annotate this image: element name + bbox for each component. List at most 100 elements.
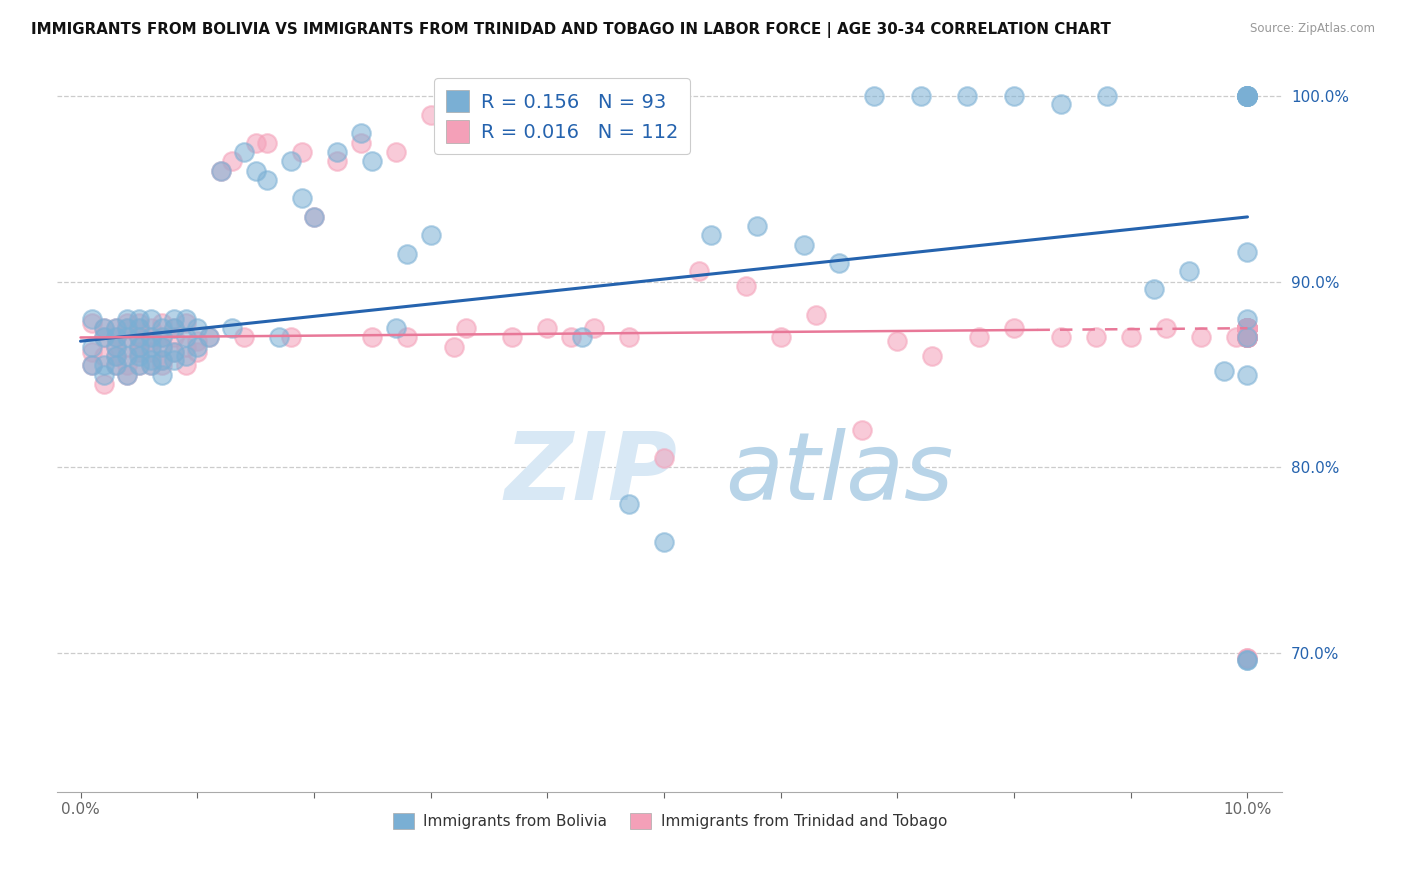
Point [652,451,675,466]
Point [221,154,243,169]
Point [910,89,932,103]
Point [93,330,115,344]
Point [747,219,769,234]
Point [163,352,186,367]
Point [128,330,150,344]
Point [150,330,173,344]
Point [478,136,501,150]
Point [115,349,138,363]
Point [1236,89,1258,103]
Point [291,191,314,205]
Point [1236,89,1258,103]
Point [1236,321,1258,335]
Point [150,340,173,354]
Point [115,321,138,335]
Point [1236,321,1258,335]
Point [326,145,349,159]
Point [186,321,208,335]
Point [104,340,127,354]
Point [82,312,104,326]
Point [1236,89,1258,103]
Point [1236,330,1258,344]
Point [245,136,267,150]
Point [361,330,384,344]
Point [150,352,173,367]
Point [256,173,278,187]
Point [93,321,115,335]
Point [1236,89,1258,103]
Point [828,256,851,270]
Point [1236,321,1258,335]
Point [1119,330,1142,344]
Point [454,321,477,335]
Point [232,145,254,159]
Point [863,89,886,103]
Point [1236,653,1258,667]
Point [245,163,267,178]
Point [1225,330,1247,344]
Point [163,330,186,344]
Point [419,228,441,243]
Point [280,154,302,169]
Point [1236,245,1258,260]
Point [1002,321,1025,335]
Point [128,330,150,344]
Point [93,330,115,344]
Point [150,340,173,354]
Point [361,154,384,169]
Point [1236,651,1258,665]
Point [104,359,127,373]
Point [956,89,979,103]
Point [174,330,197,344]
Point [115,321,138,335]
Point [115,359,138,373]
Point [82,359,104,373]
Point [163,321,186,335]
Point [1189,330,1212,344]
Point [209,163,232,178]
Point [734,278,756,293]
Point [163,345,186,359]
Point [139,334,162,349]
Point [186,345,208,359]
Point [128,359,150,373]
Point [139,359,162,373]
Point [1236,312,1258,326]
Point [699,228,721,243]
Point [396,247,419,261]
Point [1236,330,1258,344]
Point [1236,321,1258,335]
Point [115,330,138,344]
Point [128,340,150,354]
Point [128,349,150,363]
Point [104,349,127,363]
Point [1236,330,1258,344]
Point [1049,330,1071,344]
Point [617,498,640,512]
Point [150,330,173,344]
Point [921,349,943,363]
Point [163,321,186,335]
Point [302,210,325,224]
Point [1002,89,1025,103]
Point [443,127,465,141]
Text: ZIP: ZIP [505,427,678,520]
Point [851,423,873,437]
Point [536,108,558,122]
Point [1236,89,1258,103]
Point [1236,321,1258,335]
Point [1236,321,1258,335]
Point [349,136,371,150]
Point [232,330,254,344]
Point [128,359,150,373]
Point [769,330,792,344]
Point [384,321,406,335]
Point [128,316,150,330]
Point [139,352,162,367]
Point [198,330,221,344]
Point [1236,330,1258,344]
Point [1236,330,1258,344]
Point [93,376,115,391]
Point [174,359,197,373]
Point [1236,330,1258,344]
